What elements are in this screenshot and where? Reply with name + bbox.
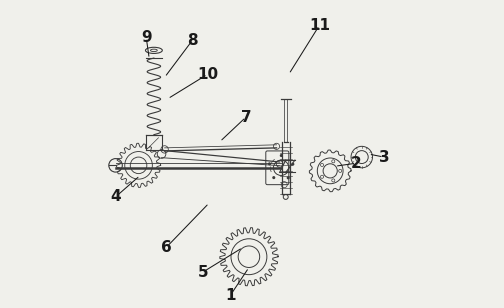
Circle shape [291, 163, 294, 166]
Text: 2: 2 [351, 156, 362, 171]
Circle shape [280, 154, 283, 157]
Text: 7: 7 [240, 110, 251, 125]
Text: 11: 11 [309, 18, 330, 33]
Text: 6: 6 [161, 240, 171, 255]
Text: 8: 8 [187, 33, 198, 48]
Text: 4: 4 [110, 189, 121, 205]
Text: 3: 3 [379, 150, 389, 164]
Circle shape [287, 176, 290, 179]
Circle shape [272, 176, 275, 179]
Text: 10: 10 [197, 67, 218, 82]
Text: 5: 5 [198, 265, 208, 280]
Text: 1: 1 [225, 288, 236, 302]
Circle shape [268, 162, 271, 165]
Text: 9: 9 [141, 30, 152, 45]
